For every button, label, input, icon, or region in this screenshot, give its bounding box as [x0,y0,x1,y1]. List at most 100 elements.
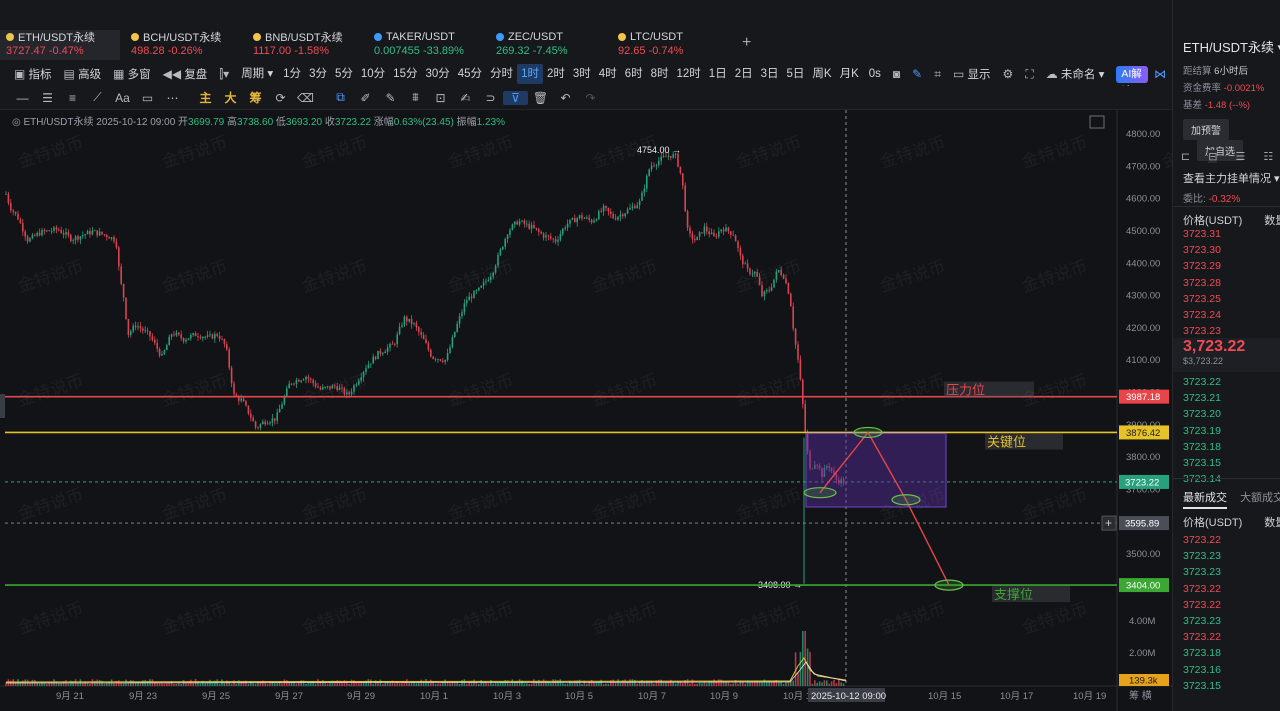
interval-6[interactable]: 45分 [457,68,483,80]
bid-row[interactable]: 3723.15 [1183,456,1221,469]
side-symbol[interactable]: ETH/USDT永续 ▾ [1183,37,1280,56]
big-order-button[interactable]: 大 [224,91,237,105]
ai-analysis-button[interactable]: AI解读 [1116,65,1148,97]
trash-icon[interactable]: 🗑 [532,90,549,105]
filter-icon[interactable]: ⊽ [503,90,528,105]
undo-icon[interactable]: ↶ [560,90,571,105]
period-dropdown[interactable]: 周期 ▾ [241,68,274,80]
fullscreen-icon[interactable]: ⛶ [1025,67,1034,81]
bid-row[interactable]: 3723.18 [1183,440,1221,453]
interval-12[interactable]: 6时 [624,68,643,80]
symbol-tab[interactable]: BCH/USDT永续 498.28 -0.26% [125,30,245,60]
symbol-tab[interactable]: ETH/USDT永续 3727.47 -0.47% [0,30,120,60]
ask-row[interactable]: 3723.23 [1183,325,1221,338]
symbol-tab[interactable]: ZEC/USDT 269.32 -7.45% [490,30,610,60]
projection-point[interactable] [934,579,964,591]
main-indicator-button[interactable]: 主 [199,91,212,105]
interval-17[interactable]: 3日 [760,68,779,80]
candlestick-chart[interactable]: 4800.00 4700.00 4600.00 4500.00 4400.00 4300.… [0,110,1230,711]
interval-9[interactable]: 2时 [546,68,565,80]
bid-row[interactable]: 3723.14 [1183,473,1221,486]
interval-18[interactable]: 5日 [786,68,805,80]
interval-10[interactable]: 3时 [572,68,591,80]
interval-2[interactable]: 5分 [334,68,353,80]
copy-icon[interactable]: ⧉ [336,90,345,104]
trade-row[interactable]: 3723.22 [1183,598,1221,611]
ask-row[interactable]: 3723.24 [1183,308,1221,321]
note-icon[interactable]: ✍ [460,90,471,105]
left-panel-handle[interactable] [0,394,5,418]
symbol-tab[interactable]: BNB/USDT永续 1117.00 -1.58% [247,30,367,60]
fib-lines-icon[interactable]: ≡ [68,90,76,105]
interval-20[interactable]: 月K [839,68,859,80]
depth-title[interactable]: 查看主力挂单情况 ▾ [1183,173,1280,185]
parallel-lines-icon[interactable]: ☰ [42,90,53,105]
horizontal-line-icon[interactable]: — [16,90,29,105]
more-tools-icon[interactable]: ⋯ [166,90,179,105]
book-list-icon[interactable]: ☷ [1263,151,1274,163]
replay-button[interactable]: ◀◀ 复盘 [157,64,214,84]
ask-row[interactable]: 3723.30 [1183,244,1221,257]
advanced-button[interactable]: ▤ 高级 [58,64,108,84]
chart-canvas[interactable]: 4800.00 4700.00 4600.00 4500.00 4400.00 4300.… [0,110,1172,711]
book-both-icon[interactable]: ⊏ [1181,151,1191,163]
interval-16[interactable]: 2日 [734,68,753,80]
sync-icon[interactable]: ⟳ [275,90,286,105]
display-button[interactable]: ▭ 显示 [947,64,997,84]
trend-line-icon[interactable]: ⟋ [93,90,102,104]
pattern-icon[interactable]: ⩩ [412,90,419,104]
trade-row[interactable]: 3723.18 [1183,647,1221,660]
bid-row[interactable]: 3723.22 [1183,376,1221,388]
rectangle-icon[interactable]: ▭ [141,90,154,105]
ruler-icon[interactable]: ✐ [360,90,371,105]
text-tool[interactable]: Aa [115,90,130,105]
chip-button[interactable]: 筹 [249,91,262,105]
bid-row[interactable]: 3723.21 [1183,392,1221,405]
ask-row[interactable]: 3723.31 [1183,228,1221,240]
bid-row[interactable]: 3723.19 [1183,424,1221,437]
eye-icon[interactable]: ◎ [12,117,21,128]
projection-path[interactable] [819,431,950,586]
interval-7[interactable]: 分时 [490,68,514,80]
interval-13[interactable]: 8时 [650,68,669,80]
chart-type-button[interactable]: ⫿▾ [213,64,235,84]
projection-point[interactable] [853,426,883,439]
trade-row[interactable]: 3723.23 [1183,614,1221,627]
settings-icon[interactable]: ⚙ [1002,67,1014,81]
interval-3[interactable]: 10分 [360,68,386,80]
lock-icon[interactable]: ⊡ [435,90,446,105]
interval-4[interactable]: 15分 [393,68,418,80]
symbol-tab[interactable]: TAKER/USDT 0.007455 -33.89% [368,30,488,60]
symbol-tab[interactable]: LTC/USDT 92.65 -0.74% [612,30,732,60]
add-alert-button[interactable]: 加预警 [1183,119,1229,140]
interval-0[interactable]: 1分 [283,68,302,80]
interval-5[interactable]: 30分 [425,68,450,80]
eraser-icon[interactable]: ⌫ [297,90,314,105]
add-tab-icon[interactable]: + [742,34,752,51]
ask-row[interactable]: 3723.29 [1183,260,1221,273]
ask-row[interactable]: 3723.28 [1183,276,1221,289]
magnet-icon[interactable]: ⊃ [485,90,496,105]
trade-row[interactable]: 3723.23 [1183,550,1221,563]
ask-row[interactable]: 3723.25 [1183,292,1221,305]
projection-point[interactable] [891,494,921,506]
book-bids-icon[interactable]: ⊟ [1208,150,1218,163]
book-asks-icon[interactable]: ☰ [1235,151,1246,163]
trade-row[interactable]: 3723.22 [1183,631,1221,644]
price-axis[interactable] [1117,110,1172,711]
trade-row[interactable]: 3723.15 [1183,679,1221,692]
pen-icon[interactable]: ✎ [912,67,923,81]
trade-row[interactable]: 3723.16 [1183,663,1221,676]
indicator-button[interactable]: ▣ 指标 [8,64,58,84]
interval-8[interactable]: 1时 [517,64,543,84]
trade-row[interactable]: 3723.23 [1183,566,1221,579]
brush-icon[interactable]: ✎ [385,90,396,105]
multi-window-button[interactable]: ▦ 多窗 [107,64,157,84]
interval-11[interactable]: 4时 [598,68,617,80]
camera-icon[interactable]: ◙ [892,67,901,81]
add-level-button[interactable] [1101,515,1117,531]
zero-s-toggle[interactable]: 0s [868,68,881,80]
expand-chart-icon[interactable] [1089,115,1105,129]
bid-row[interactable]: 3723.20 [1183,408,1221,421]
interval-1[interactable]: 3分 [309,68,327,80]
